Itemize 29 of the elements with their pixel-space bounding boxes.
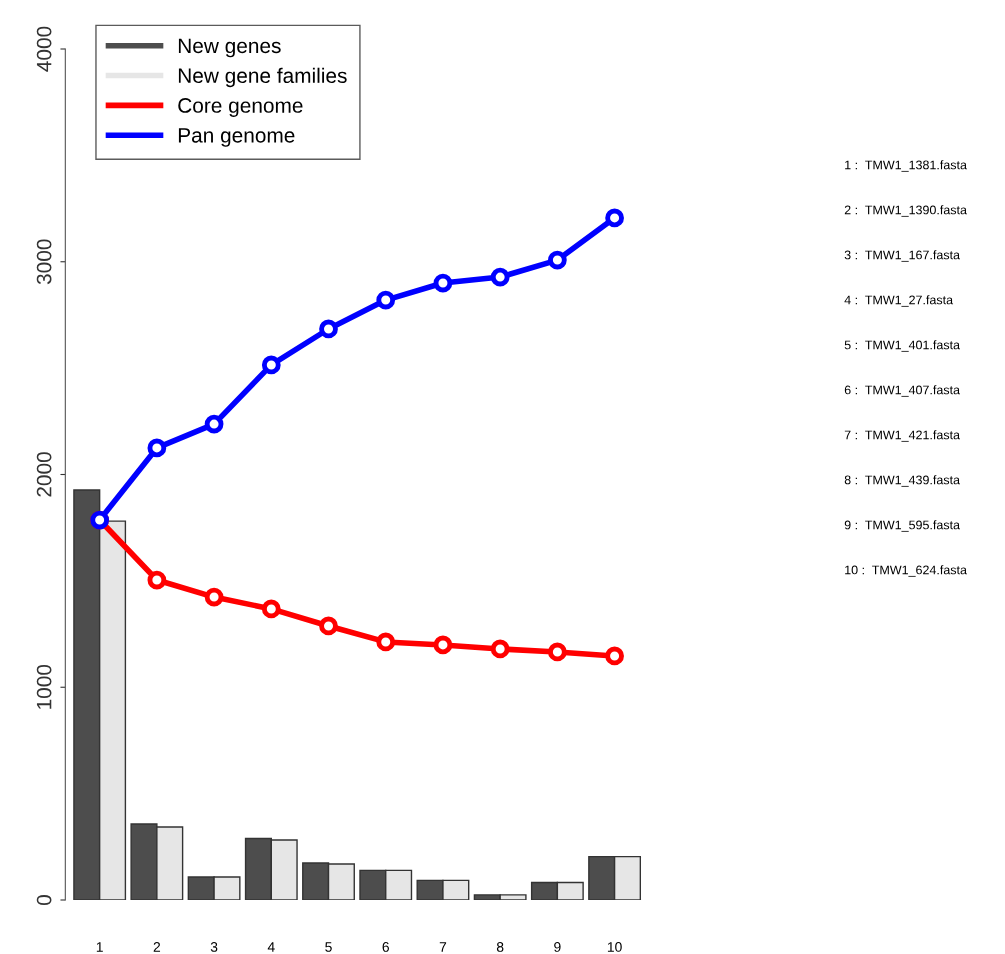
x-tick-label: 4 xyxy=(267,942,275,952)
x-tick-label: 1 xyxy=(96,942,103,952)
x-tick-label: 3 xyxy=(210,942,218,952)
legend-label: New gene families xyxy=(178,67,347,88)
x-tick-label: 9 xyxy=(554,942,561,952)
text: 7 : TMW1_421.fasta xyxy=(844,430,960,442)
text: 6 : TMW1_407.fasta xyxy=(844,385,960,397)
y-tick-label: 3000 xyxy=(36,239,52,285)
text: 2 : TMW1_1390.fasta xyxy=(844,205,967,217)
text: 3 : TMW1_167.fasta xyxy=(844,250,960,262)
y-tick-label: 2000 xyxy=(36,452,52,497)
text: 5 : TMW1_401.fasta xyxy=(844,340,960,352)
y-tick-label: 1000 xyxy=(36,664,52,709)
x-tick-label: 8 xyxy=(496,942,504,952)
legend-label: New genes xyxy=(178,38,281,58)
x-tick-label: 2 xyxy=(153,942,161,952)
x-tick-label: 6 xyxy=(382,942,389,952)
x-tick-label: 7 xyxy=(439,942,447,952)
x-tick-label: 10 xyxy=(607,942,622,952)
text: 9 : TMW1_595.fasta xyxy=(844,520,960,532)
text: 1 : TMW1_1381.fasta xyxy=(845,160,967,172)
x-tick-label: 5 xyxy=(325,942,332,952)
y-tick-label: 4000 xyxy=(36,26,52,72)
text: 8 : TMW1_439.fasta xyxy=(844,475,960,487)
legend-label: Core genome xyxy=(178,98,303,117)
text: 4 : TMW1_27.fasta xyxy=(844,295,954,307)
legend-label: Pan genome xyxy=(178,128,295,147)
text: 10 : TMW1_624.fasta xyxy=(845,565,967,577)
y-tick-label: 0 xyxy=(36,895,52,905)
